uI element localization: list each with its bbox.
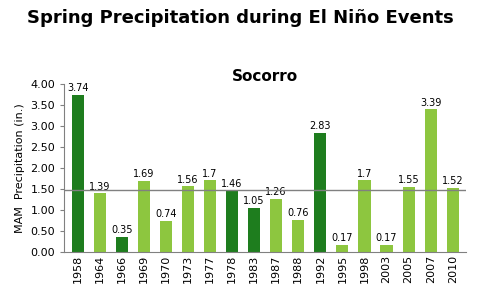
Text: 1.55: 1.55: [397, 175, 419, 185]
Y-axis label: MAM  Precipitation (in.): MAM Precipitation (in.): [15, 103, 25, 233]
Bar: [204, 181, 216, 252]
Bar: [181, 186, 193, 252]
Bar: [313, 133, 326, 252]
Bar: [446, 188, 458, 252]
Bar: [380, 245, 392, 252]
Bar: [270, 199, 282, 252]
Bar: [248, 208, 260, 252]
Text: 1.69: 1.69: [133, 169, 154, 179]
Text: 0.76: 0.76: [287, 208, 308, 218]
Bar: [402, 187, 414, 252]
Text: 1.7: 1.7: [356, 169, 372, 179]
Bar: [226, 190, 238, 252]
Text: 0.35: 0.35: [111, 226, 132, 235]
Bar: [291, 220, 304, 252]
Text: 3.39: 3.39: [419, 98, 441, 108]
Title: Socorro: Socorro: [232, 69, 298, 84]
Text: 1.39: 1.39: [89, 182, 110, 192]
Text: 1.7: 1.7: [202, 169, 217, 179]
Text: 2.83: 2.83: [309, 121, 330, 131]
Bar: [94, 193, 106, 252]
Text: 0.74: 0.74: [155, 209, 176, 219]
Bar: [358, 181, 370, 252]
Text: 1.46: 1.46: [221, 179, 242, 189]
Text: 0.17: 0.17: [331, 233, 352, 243]
Bar: [159, 221, 171, 252]
Text: Spring Precipitation during El Niño Events: Spring Precipitation during El Niño Even…: [27, 9, 453, 27]
Bar: [424, 109, 436, 252]
Text: 1.26: 1.26: [265, 187, 287, 197]
Bar: [137, 181, 150, 252]
Bar: [72, 95, 84, 252]
Text: 1.52: 1.52: [441, 176, 463, 186]
Text: 1.05: 1.05: [243, 196, 264, 206]
Text: 3.74: 3.74: [67, 83, 88, 93]
Text: 1.56: 1.56: [177, 175, 198, 185]
Bar: [336, 245, 348, 252]
Bar: [115, 237, 128, 252]
Text: 0.17: 0.17: [375, 233, 396, 243]
